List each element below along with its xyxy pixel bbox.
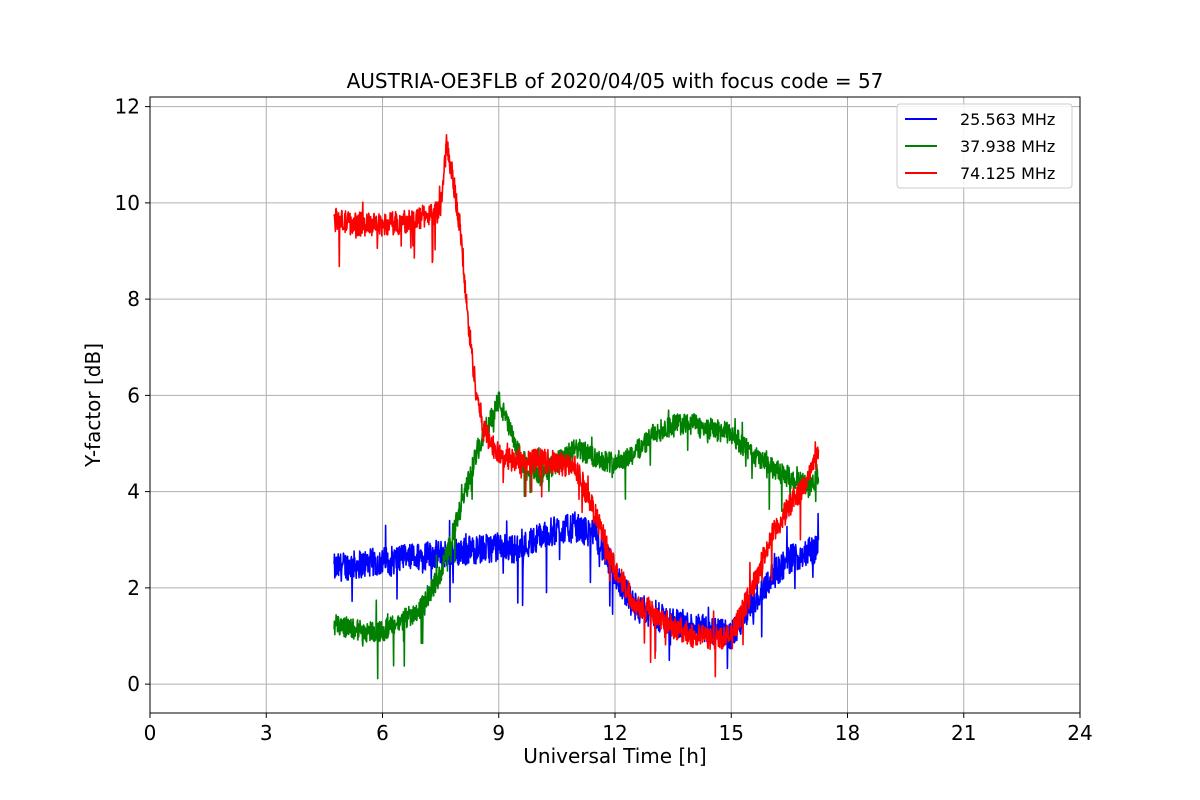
x-tick-label: 21 — [951, 721, 976, 745]
legend-box — [896, 103, 1073, 189]
legend-entry-label: 37.938 MHz — [960, 137, 1055, 156]
series-line-2 — [333, 391, 820, 680]
legend-entry-label: 25.563 MHz — [960, 110, 1055, 129]
y-tick-label: 2 — [127, 576, 140, 600]
y-axis-label: Y-factor [dB] — [81, 343, 105, 468]
y-tick-label: 12 — [115, 95, 140, 119]
y-tick-label: 8 — [127, 287, 140, 311]
x-tick-label: 24 — [1067, 721, 1092, 745]
y-tick-label: 10 — [115, 191, 140, 215]
x-tick-label: 0 — [144, 721, 157, 745]
y-tick-label: 6 — [127, 383, 140, 407]
y-tick-label: 0 — [127, 672, 140, 696]
plot-area — [333, 134, 820, 680]
series-line-3 — [333, 134, 820, 678]
x-tick-label: 15 — [719, 721, 744, 745]
x-tick-label: 9 — [492, 721, 505, 745]
series-line-1 — [333, 511, 820, 670]
x-tick-label: 18 — [835, 721, 860, 745]
x-tick-label: 6 — [376, 721, 389, 745]
x-axis-label: Universal Time [h] — [523, 744, 706, 768]
legend: 25.563 MHz 37.938 MHz 74.125 MHz — [896, 103, 1073, 189]
x-tick-label: 12 — [602, 721, 627, 745]
legend-entry-label: 74.125 MHz — [960, 164, 1055, 183]
x-tick-label: 3 — [260, 721, 273, 745]
grid — [149, 97, 1081, 713]
y-tick-label: 4 — [127, 480, 140, 504]
chart-title: AUSTRIA-OE3FLB of 2020/04/05 with focus … — [347, 69, 884, 93]
